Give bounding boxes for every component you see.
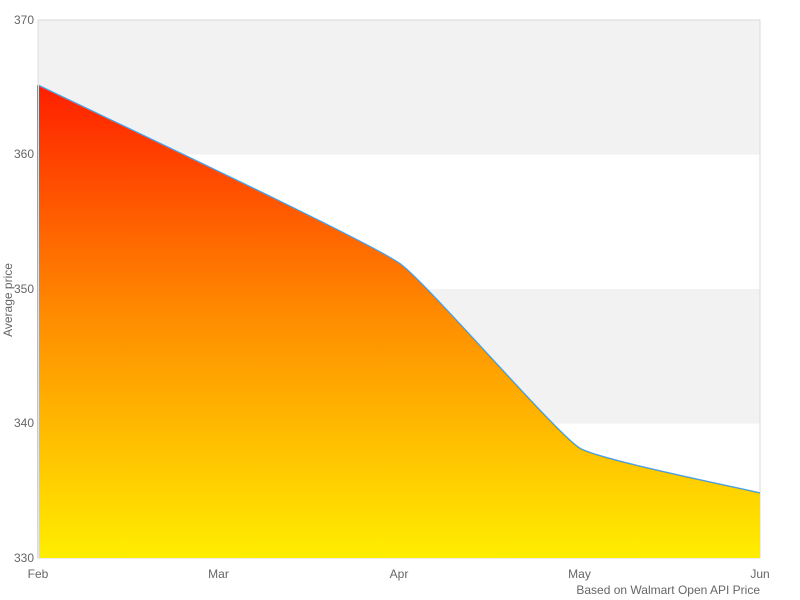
svg-text:Average price: Average price <box>1 263 15 337</box>
svg-text:Jun: Jun <box>750 567 769 581</box>
svg-text:350: 350 <box>14 282 34 296</box>
svg-text:Based on Walmart Open API Pric: Based on Walmart Open API Price <box>576 583 760 597</box>
svg-text:Feb: Feb <box>28 567 49 581</box>
svg-text:May: May <box>568 567 591 581</box>
svg-text:330: 330 <box>14 551 34 565</box>
svg-text:Mar: Mar <box>208 567 229 581</box>
svg-text:Apr: Apr <box>390 567 409 581</box>
svg-text:340: 340 <box>14 416 34 430</box>
svg-text:360: 360 <box>14 147 34 161</box>
svg-text:370: 370 <box>14 13 34 27</box>
